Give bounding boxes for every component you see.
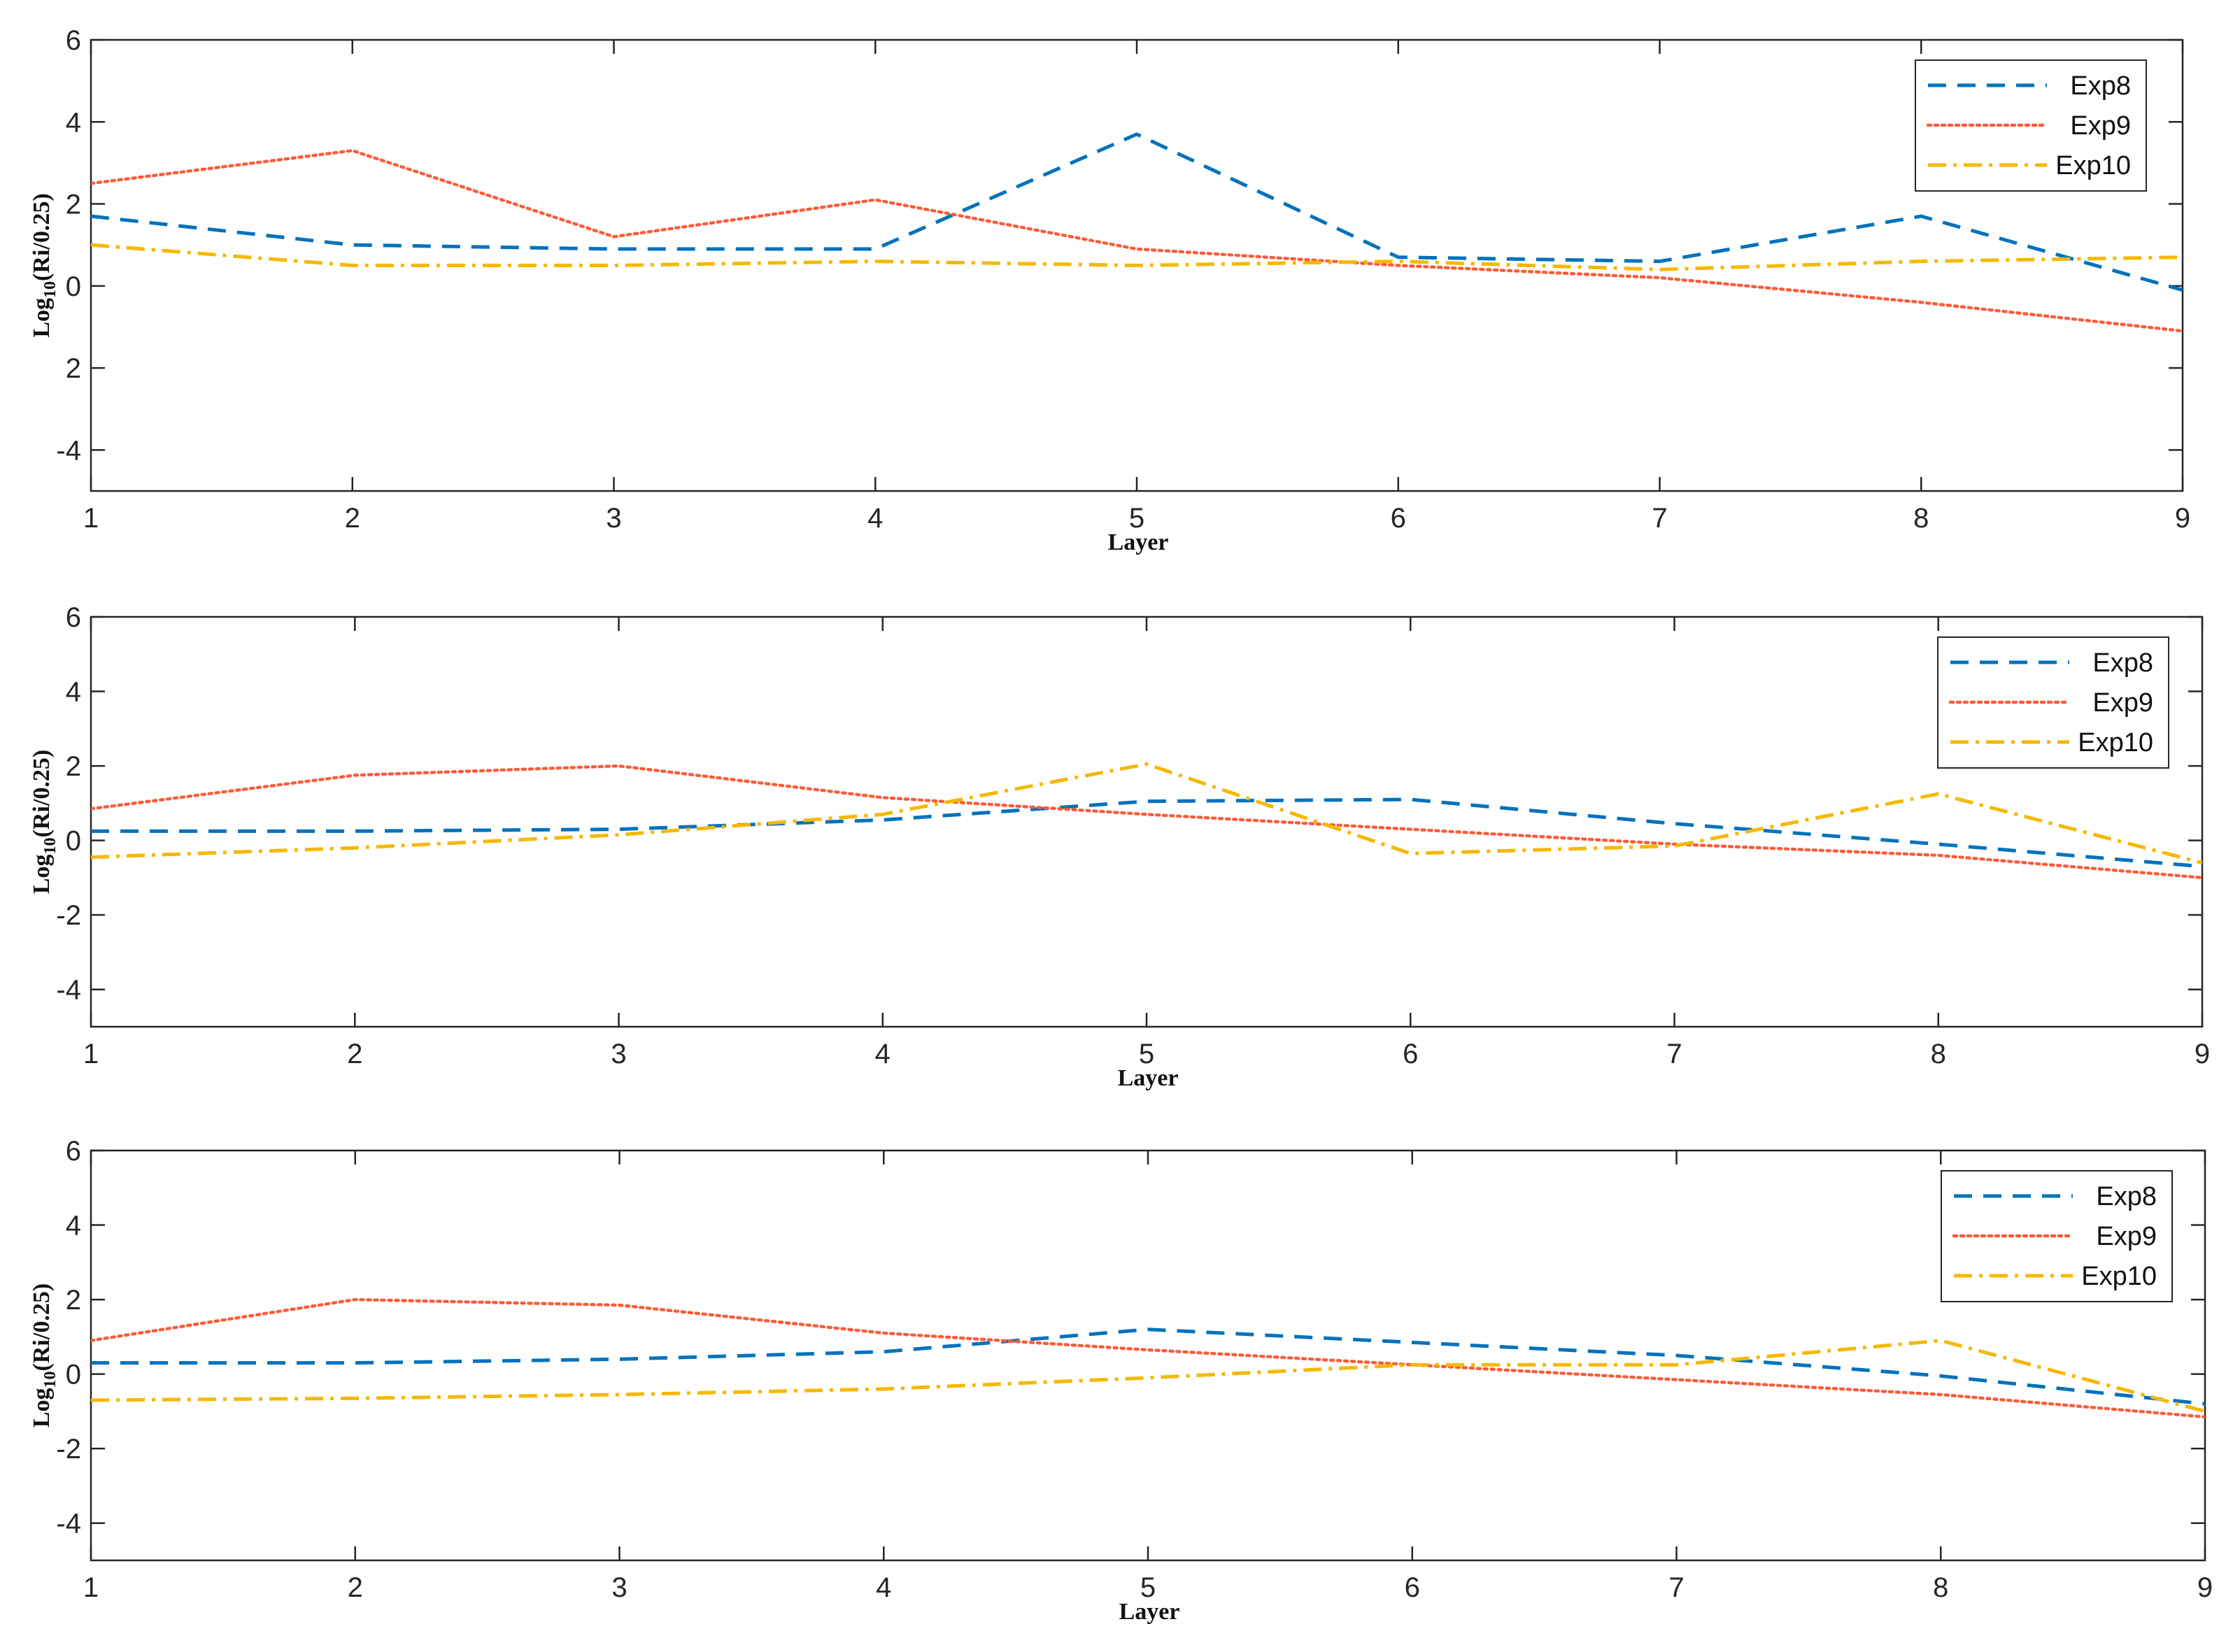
- x-tick-label: 9: [2197, 1572, 2213, 1603]
- y-tick-label: 2: [66, 353, 81, 384]
- x-tick-label: 5: [1129, 503, 1144, 534]
- legend-1: Exp8 Exp9 Exp10: [1915, 59, 2147, 192]
- y-tick-label: -4: [56, 975, 81, 1006]
- legend-box: [1941, 1170, 2173, 1302]
- chart-panel-2: 1 2 3 4 5 6 7 8 9 6 4 2 0 -2 -4 Layer Log10(Ri/0.25) Exp8…: [29, 602, 2210, 1091]
- plot-area-3: [90, 1149, 2206, 1562]
- y-axis-label-main: Log: [29, 1388, 55, 1427]
- x-tick-label: 3: [611, 1572, 627, 1603]
- legend-label-exp8: Exp8: [2070, 71, 2131, 101]
- y-axis-label-rest: (Ri/0.25): [29, 1283, 55, 1372]
- legend-label-exp9: Exp9: [2092, 688, 2153, 718]
- chart-panel-3: 1 2 3 4 5 6 7 8 9 6 4 2 0 -2 -4 Layer Log10(Ri/0.25) Exp8…: [29, 1136, 2213, 1625]
- x-axis-label: Layer: [1108, 529, 1169, 555]
- legend-box: [1937, 636, 2169, 769]
- x-axis-label: Layer: [1119, 1599, 1180, 1625]
- y-tick-label: 6: [66, 1136, 81, 1167]
- y-axis-label-rest: (Ri/0.25): [29, 193, 55, 281]
- y-axis-label: Log10(Ri/0.25): [29, 750, 59, 894]
- series-line-exp9: [91, 764, 2202, 880]
- x-tick-label: 7: [1652, 503, 1667, 534]
- y-tick-label: 2: [66, 751, 81, 782]
- y-tick-label: -4: [56, 435, 81, 466]
- x-tick-label: 5: [1139, 1039, 1154, 1069]
- legend-label-exp9: Exp9: [2096, 1222, 2157, 1251]
- x-tick-label: 6: [1405, 1572, 1420, 1603]
- x-tick-label: 2: [347, 1039, 362, 1069]
- y-tick-label: -2: [56, 1434, 81, 1465]
- series-line-exp10: [91, 243, 2183, 271]
- y-tick-label: 4: [66, 107, 81, 138]
- legend-label-exp10: Exp10: [2078, 728, 2153, 757]
- series-line-exp8: [91, 132, 2183, 292]
- x-tick-label: 9: [2175, 503, 2190, 534]
- x-axis-label: Layer: [1118, 1065, 1179, 1091]
- legend-label-exp8: Exp8: [2096, 1182, 2157, 1211]
- x-tick-label: 3: [611, 1039, 626, 1069]
- y-axis-label-main: Log: [29, 854, 55, 894]
- x-tick-label: 2: [348, 1572, 363, 1603]
- x-tick-label: 2: [345, 503, 360, 534]
- y-tick-label: -4: [56, 1509, 81, 1539]
- y-axis-label-subscript: 10: [41, 281, 59, 298]
- x-tick-label: 3: [606, 503, 621, 534]
- legend-3: Exp8 Exp9 Exp10: [1941, 1170, 2173, 1302]
- y-axis-label: Log10(Ri/0.25): [29, 193, 59, 337]
- x-tick-label: 4: [875, 1039, 891, 1069]
- x-tick-label: 8: [1933, 1572, 1948, 1603]
- y-axis-label: Log10(Ri/0.25): [29, 1283, 59, 1427]
- series-line-exp9: [91, 149, 2183, 333]
- y-tick-label: 0: [66, 826, 81, 857]
- chart-panels: 1 2 3 4 5 6 7 8 964202-4LayerLog10(Ri/0.25)Exp8E…: [29, 25, 2213, 1625]
- x-tick-label: 9: [2195, 1039, 2210, 1069]
- legend-label-exp10: Exp10: [2055, 151, 2131, 180]
- legend-label-exp9: Exp9: [2070, 111, 2131, 141]
- y-tick-label: 2: [66, 1285, 81, 1316]
- x-tick-label: 4: [876, 1572, 891, 1603]
- y-axis-label-subscript: 10: [41, 1371, 59, 1388]
- legend-label-exp8: Exp8: [2092, 648, 2153, 678]
- y-tick-label: 2: [66, 190, 81, 220]
- y-tick-label: 4: [66, 677, 81, 708]
- y-tick-label: -2: [56, 900, 81, 931]
- x-tick-label: 1: [83, 503, 99, 534]
- y-tick-label: 4: [66, 1211, 81, 1241]
- x-tick-label: 8: [1931, 1039, 1946, 1069]
- series-line-exp9: [91, 1297, 2205, 1419]
- y-tick-label: 6: [66, 602, 81, 633]
- y-tick-label: 0: [66, 1360, 81, 1390]
- x-tick-label: 1: [83, 1039, 99, 1069]
- y-tick-label: 0: [66, 271, 81, 302]
- x-tick-label: 7: [1666, 1039, 1682, 1069]
- plot-area-2: [90, 615, 2204, 1028]
- y-axis-label-subscript: 10: [41, 837, 59, 854]
- y-axis-label-main: Log: [29, 298, 55, 338]
- legend-2: Exp8 Exp9 Exp10: [1937, 636, 2169, 769]
- x-tick-label: 8: [1913, 503, 1929, 534]
- x-tick-label: 1: [83, 1572, 99, 1603]
- chart-panel-1: 1 2 3 4 5 6 7 8 964202-4LayerLog10(Ri/0.25)Exp8E…: [29, 25, 2190, 555]
- legend-box: [1915, 59, 2147, 192]
- y-tick-label: 6: [66, 25, 81, 56]
- legend-label-exp10: Exp10: [2081, 1262, 2157, 1291]
- series-line-exp10: [91, 762, 2202, 865]
- series-line-exp8: [91, 1327, 2205, 1406]
- series-line-exp10: [91, 1339, 2205, 1414]
- x-tick-label: 4: [867, 503, 883, 534]
- x-tick-label: 7: [1668, 1572, 1684, 1603]
- x-tick-label: 6: [1403, 1039, 1418, 1069]
- y-axis-label-rest: (Ri/0.25): [29, 750, 55, 838]
- x-tick-label: 5: [1140, 1572, 1156, 1603]
- x-tick-label: 6: [1391, 503, 1406, 534]
